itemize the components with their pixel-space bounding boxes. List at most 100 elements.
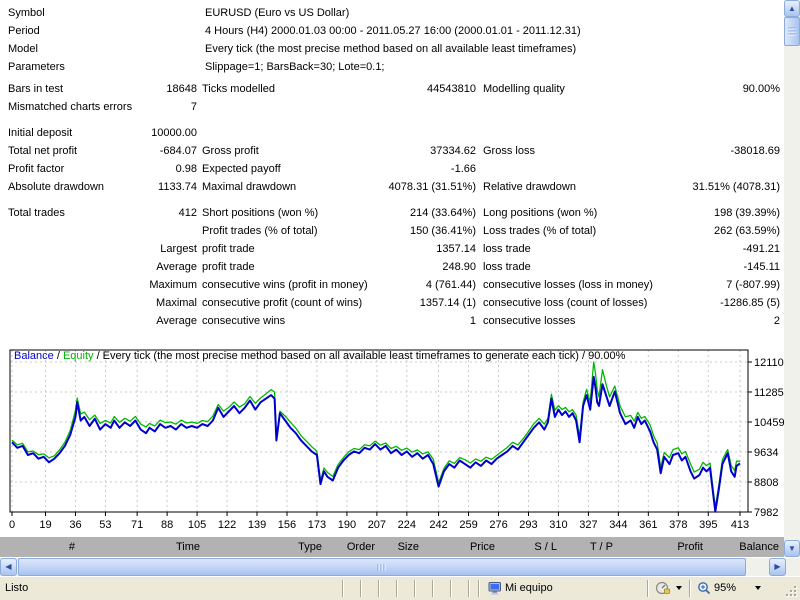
results-col-header: Profit xyxy=(677,541,703,553)
report-value: Maximum xyxy=(149,279,197,291)
x-tick-label: 122 xyxy=(218,519,236,531)
report-value: 4078.31 (31.51%) xyxy=(388,181,476,193)
report-stat-row: Profit trades (% of total) 150 (36.41%) Lo… xyxy=(0,222,784,240)
report-value: -145.11 xyxy=(743,261,781,273)
vertical-scrollbar-thumb[interactable] xyxy=(784,17,800,46)
pane-separator xyxy=(396,580,398,597)
equity-line xyxy=(11,361,740,509)
gauge-dropdown-caret[interactable] xyxy=(676,586,682,590)
x-tick-label: 378 xyxy=(669,519,687,531)
report-value: 2 xyxy=(773,315,780,327)
report-label: Gross loss xyxy=(483,145,535,157)
report-value: Largest xyxy=(160,243,197,255)
report-stat-row: Total net profit -684.07 Gross profit 37334… xyxy=(0,142,784,160)
report-stat-row: Maximal consecutive profit (count of wins… xyxy=(0,294,784,312)
scroll-right-button[interactable]: ▶ xyxy=(769,558,786,576)
y-tick-label: 11285 xyxy=(754,387,784,399)
report-value: -491.21 xyxy=(742,243,780,255)
gauge-icon[interactable] xyxy=(655,581,671,599)
report-label: Absolute drawdown xyxy=(8,181,105,193)
results-col-header: Price xyxy=(469,541,495,553)
vertical-scrollbar[interactable]: ▲ ▼ xyxy=(784,0,800,557)
resize-grip[interactable] xyxy=(786,586,798,598)
report-label: Profit trades (% of total) xyxy=(202,225,318,237)
report-value: 262 (63.59%) xyxy=(713,225,780,237)
chevron-down-icon: ▼ xyxy=(788,543,796,553)
report-label: Maximal drawdown xyxy=(202,181,297,193)
x-tick-label: 327 xyxy=(579,519,597,531)
report-label: Ticks modelled xyxy=(202,83,275,95)
report-value: 90.00% xyxy=(742,83,780,95)
x-tick-label: 207 xyxy=(368,519,386,531)
report-value: 150 (36.41%) xyxy=(409,225,476,237)
report-value: Slippage=1; BarsBack=30; Lote=0.1; xyxy=(205,61,385,73)
report-value: 37334.62 xyxy=(430,145,476,157)
pane-separator xyxy=(689,580,691,597)
zoom-dropdown-caret[interactable] xyxy=(755,586,761,590)
x-tick-label: 36 xyxy=(69,519,81,531)
report-label: consecutive loss (count of losses) xyxy=(483,297,648,309)
scroll-down-button[interactable]: ▼ xyxy=(784,540,800,557)
report-info-row: Period 4 Hours (H4) 2000.01.03 00:00 - 20… xyxy=(0,22,784,40)
plot-border xyxy=(9,349,749,513)
pane-separator xyxy=(360,580,362,597)
report-stat-row: Bars in test 18648 Ticks modelled 44543810 M… xyxy=(0,80,784,98)
results-col-header: Time xyxy=(175,541,200,553)
results-table-header: # Time Type Order Size Price S / L T / P Profit B… xyxy=(0,537,784,557)
report-label: consecutive profit (count of wins) xyxy=(202,297,363,309)
my-computer-icon xyxy=(488,581,502,599)
report-stat-row: Average consecutive wins 1 consecutive loss… xyxy=(0,312,784,330)
report-label: Initial deposit xyxy=(8,127,73,139)
x-tick-label: 71 xyxy=(131,519,143,531)
results-col-header: S / L xyxy=(534,541,557,553)
pane-separator xyxy=(450,580,452,597)
report-value: 4 Hours (H4) 2000.01.03 00:00 - 2011.05.… xyxy=(205,25,581,37)
results-col-header: Size xyxy=(397,541,419,553)
report-value: 214 (33.64%) xyxy=(409,207,476,219)
report-value: -684.07 xyxy=(159,145,197,157)
report-label: Model xyxy=(8,43,38,55)
results-col-header: # xyxy=(68,541,75,553)
report-value: -1286.85 (5) xyxy=(720,297,780,309)
security-zone-label[interactable]: Mi equipo xyxy=(505,582,553,594)
report-value: 1357.14 xyxy=(436,243,476,255)
x-tick-label: 156 xyxy=(278,519,296,531)
report-stat-row: Absolute drawdown 1133.74 Maximal drawdown… xyxy=(0,178,784,196)
x-tick-label: 105 xyxy=(188,519,206,531)
report-summary: Symbol EURUSD (Euro vs US Dollar) Period 4 … xyxy=(0,4,784,330)
chevron-up-icon: ▲ xyxy=(788,3,796,13)
x-tick-label: 310 xyxy=(549,519,567,531)
report-stat-row: Initial deposit 10000.00 xyxy=(0,124,784,142)
chart-title-sep: / xyxy=(53,350,63,362)
x-tick-label: 173 xyxy=(308,519,326,531)
chart-title-rest: / Every tick (the most precise method ba… xyxy=(93,350,626,362)
report-label: Modelling quality xyxy=(483,83,565,95)
zoom-magnifier-icon[interactable] xyxy=(697,581,712,599)
balance-line xyxy=(11,375,741,513)
report-label: Total net profit xyxy=(8,145,78,157)
x-tick-label: 190 xyxy=(338,519,356,531)
horizontal-scrollbar[interactable]: ◀ ▶ xyxy=(0,558,800,576)
report-value: 0.98 xyxy=(175,163,197,175)
chevron-right-icon: ▶ xyxy=(774,562,781,571)
scroll-left-button[interactable]: ◀ xyxy=(0,558,17,576)
report-label: consecutive wins xyxy=(202,315,286,327)
pane-separator xyxy=(432,580,434,597)
report-value: 7 xyxy=(190,101,197,113)
report-label: Gross profit xyxy=(202,145,259,157)
report-value: 31.51% (4078.31) xyxy=(692,181,780,193)
pane-separator xyxy=(378,580,380,597)
x-tick-label: 53 xyxy=(99,519,111,531)
x-tick-label: 259 xyxy=(459,519,477,531)
report-label: Bars in test xyxy=(8,83,64,95)
report-label: Loss trades (% of total) xyxy=(483,225,597,237)
report-value: Every tick (the most precise method base… xyxy=(205,43,577,55)
report-info-row: Symbol EURUSD (Euro vs US Dollar) xyxy=(0,4,784,22)
scroll-up-button[interactable]: ▲ xyxy=(784,0,800,17)
report-value: 10000.00 xyxy=(151,127,197,139)
horizontal-scrollbar-thumb[interactable] xyxy=(18,558,746,576)
report-label: Short positions (won %) xyxy=(202,207,319,219)
zoom-level-label[interactable]: 95% xyxy=(714,582,737,594)
chart-title: Balance / Equity / Every tick (the most … xyxy=(14,350,625,362)
balance-equity-chart: 12110 11285 10459 9634 8808 7982 0 19 36 53 71 88 10… xyxy=(0,346,800,536)
